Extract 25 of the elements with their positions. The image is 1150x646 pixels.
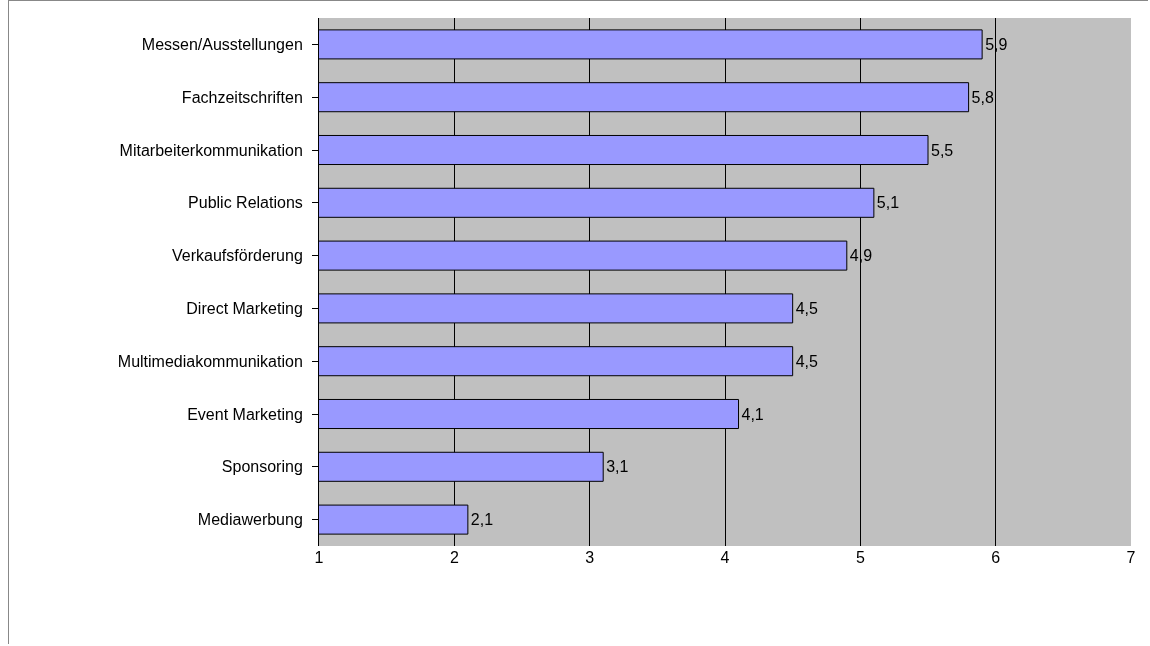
x-tick-label: 6 — [991, 549, 1001, 566]
data-label: 5,5 — [931, 141, 954, 159]
y-tick-label: Messen/Ausstellungen — [141, 36, 303, 53]
x-tick-label: 4 — [720, 549, 730, 566]
y-tick-label: Mediawerbung — [197, 511, 303, 529]
data-label: 4,1 — [741, 405, 764, 423]
x-tick-label: 1 — [314, 549, 324, 566]
data-label: 5,8 — [971, 88, 994, 106]
data-label: 5,1 — [876, 194, 900, 212]
y-tick-label: Fachzeitschriften — [181, 88, 303, 106]
data-label: 4,5 — [795, 299, 819, 317]
x-tick-label: 3 — [585, 549, 595, 566]
data-label: 2,1 — [470, 511, 494, 529]
x-tick-label: 7 — [1126, 549, 1136, 566]
y-tick-label: Sponsoring — [221, 458, 303, 476]
y-tick-label: Public Relations — [188, 194, 303, 212]
data-label: 3,1 — [606, 458, 629, 476]
data-label: 4,5 — [795, 352, 819, 370]
y-tick-label: Direct Marketing — [186, 300, 303, 317]
x-tick-label: 2 — [449, 549, 459, 566]
y-tick-label: Verkaufsförderung — [172, 247, 303, 265]
y-tick-label: Multimediakommunikation — [117, 352, 303, 370]
y-tick-label: Event Marketing — [187, 405, 303, 423]
y-tick-label: Mitarbeiterkommunikation — [119, 141, 303, 159]
x-tick-label: 5 — [855, 549, 865, 566]
